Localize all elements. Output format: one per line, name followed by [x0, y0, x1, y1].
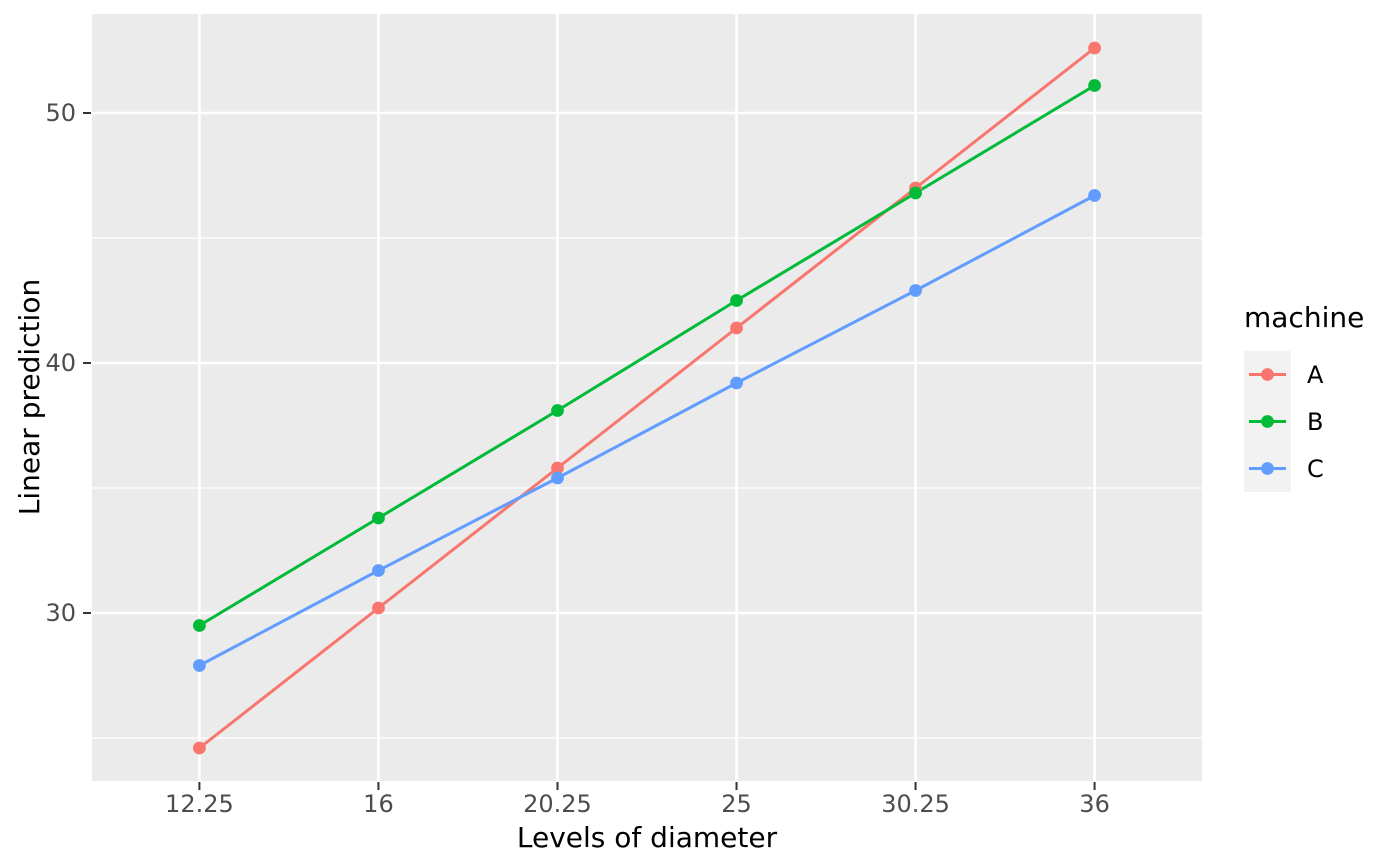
x-tick-label-20.25: 20.25: [523, 790, 592, 818]
data-point-B-36: [1088, 79, 1101, 92]
y-axis-title: Linear prediction: [13, 278, 46, 516]
legend-keys: A B C: [1244, 351, 1364, 492]
data-point-B-25: [730, 294, 743, 307]
y-tick-label-50: 50: [45, 99, 76, 127]
legend-label-A: A: [1307, 360, 1324, 389]
x-tick-label-16: 16: [363, 790, 394, 818]
data-point-A-16: [372, 601, 385, 615]
data-point-C-16: [372, 564, 385, 577]
data-point-B-30.25: [909, 186, 922, 200]
data-point-A-36: [1088, 41, 1101, 55]
y-tick-label-30: 30: [45, 599, 76, 627]
legend-label-C: C: [1307, 454, 1324, 483]
data-point-C-20.25: [551, 471, 564, 485]
data-point-B-16: [372, 511, 385, 525]
legend-title: machine: [1244, 301, 1365, 334]
data-point-B-20.25: [551, 404, 564, 417]
x-tick-label-30.25: 30.25: [881, 790, 950, 818]
series-line-A: [198, 46, 1096, 750]
x-tick-label-36: 36: [1079, 790, 1110, 818]
y-tick-label-40: 40: [45, 349, 76, 377]
legend-key-swatch-C: [1244, 445, 1291, 492]
line-point-glyph-icon: [1249, 368, 1286, 381]
data-point-C-12.25: [193, 659, 206, 672]
legend-item-A: A: [1244, 351, 1364, 398]
legend-key-swatch-B: [1244, 398, 1291, 445]
data-point-C-36: [1088, 189, 1101, 202]
line-point-glyph-icon: [1249, 415, 1286, 428]
legend-key-swatch-A: [1244, 351, 1291, 398]
line-point-glyph-icon: [1249, 462, 1286, 475]
legend-point-B: [1261, 415, 1274, 428]
data-point-B-12.25: [193, 619, 206, 632]
x-tick-label-12.25: 12.25: [165, 790, 234, 818]
data-point-A-25: [730, 321, 743, 335]
x-tick-label-25: 25: [721, 790, 752, 818]
data-point-A-20.25: [551, 461, 564, 475]
legend-point-A: [1261, 368, 1274, 381]
series-line-C: [198, 194, 1096, 667]
legend-label-B: B: [1307, 407, 1324, 436]
x-axis-title: Levels of diameter: [516, 821, 778, 854]
legend-point-C: [1261, 462, 1274, 475]
legend-item-C: C: [1244, 445, 1364, 492]
data-point-C-30.25: [909, 284, 922, 297]
data-point-C-25: [730, 376, 743, 390]
data-point-A-12.25: [193, 741, 206, 755]
series-line-B: [198, 84, 1096, 627]
legend-item-B: B: [1244, 398, 1364, 445]
legend: machine A B C: [1244, 303, 1364, 492]
